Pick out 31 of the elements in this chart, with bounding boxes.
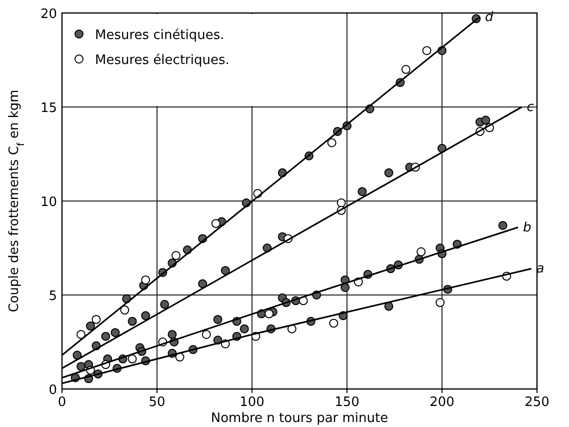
point — [76, 330, 86, 339]
y-tick-label: 5 — [48, 289, 57, 304]
point — [336, 198, 346, 208]
point — [92, 314, 101, 324]
point — [120, 306, 130, 315]
y-tick-label: 20 — [40, 7, 57, 22]
point — [327, 138, 336, 148]
y-tick-label: 0 — [48, 383, 57, 398]
point — [141, 275, 150, 284]
point — [329, 318, 338, 328]
point — [202, 330, 211, 339]
legend-label: Mesures électriques. — [95, 53, 230, 68]
x-axis-title: Nombre n tours par minute — [210, 411, 388, 426]
point — [416, 247, 426, 256]
point — [172, 251, 180, 260]
x-tick-label: 250 — [524, 395, 550, 410]
y-tick-label: 10 — [40, 195, 57, 210]
point — [401, 64, 410, 74]
legend-label: Mesures cinétiques. — [95, 28, 224, 43]
point — [128, 354, 137, 364]
point — [436, 298, 445, 308]
x-tick-label: 100 — [240, 395, 264, 410]
point — [422, 46, 432, 56]
x-tick-label: 150 — [334, 395, 360, 410]
series-label: d — [485, 10, 494, 25]
x-tick-label: 50 — [148, 395, 166, 410]
series-label: b — [523, 220, 532, 236]
point — [211, 219, 220, 228]
point — [264, 309, 274, 318]
y-tick-label: 15 — [40, 101, 57, 116]
x-tick-label: 200 — [430, 395, 454, 410]
